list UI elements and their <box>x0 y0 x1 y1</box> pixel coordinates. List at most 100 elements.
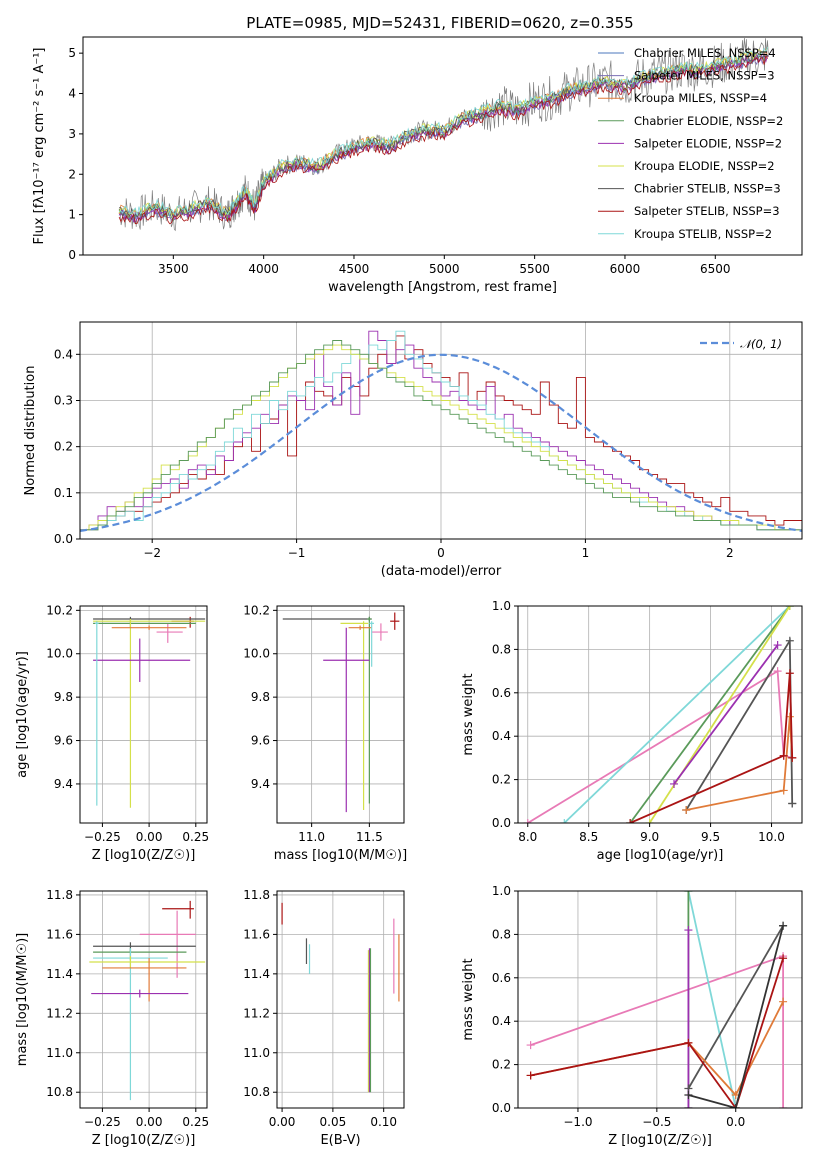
y-tick-label: 0.2 <box>492 1058 511 1072</box>
y-tick-label: 9.4 <box>54 777 73 791</box>
weight-point <box>779 786 788 795</box>
x-tick-label: 5000 <box>429 262 460 276</box>
x-tick-label: 0.0 <box>726 1115 745 1129</box>
weight-point <box>526 1071 535 1080</box>
weight-line <box>686 716 794 811</box>
y-tick-label: 0.0 <box>54 532 73 546</box>
panel-mass-vs-extinction: 0.00 0.05 0.10 10.8 11.0 11.2 11.4 11.6 11.8 E(B-… <box>243 888 405 1148</box>
plot-area <box>80 322 802 539</box>
panel-age-vs-metallicity: −0.25 0.00 0.25 9.4 9.6 9.8 10.0 10.2 Z [log10(Z… <box>15 603 209 863</box>
y-tick-label: 9.4 <box>251 777 270 791</box>
y-tick-label: 11.6 <box>243 927 270 941</box>
y-tick-label: 4 <box>68 87 76 101</box>
weight-line <box>527 669 793 823</box>
x-tick-label: 3500 <box>158 262 189 276</box>
legend-label: Kroupa ELODIE, NSSP=2 <box>634 159 775 173</box>
legend-label: Chabrier ELODIE, NSSP=2 <box>634 114 783 128</box>
y-axis-label: mass weight <box>461 673 476 755</box>
y-tick-label: 11.2 <box>243 1006 270 1020</box>
x-tick-label: 11.0 <box>298 830 325 844</box>
weight-point <box>773 667 782 676</box>
weight-point <box>785 669 794 678</box>
x-tick-label: 9.0 <box>640 830 659 844</box>
axes-frame <box>82 36 803 256</box>
weight-point <box>785 636 794 645</box>
y-tick-label: 3 <box>68 127 76 141</box>
y-tick-label: 0.0 <box>492 816 511 830</box>
weight-point <box>779 751 788 760</box>
y-tick-label: 10.2 <box>243 603 270 617</box>
x-tick-label: 2 <box>726 546 734 560</box>
x-axis-label: Z [log10(Z/Z☉)] <box>92 1133 196 1148</box>
y-axis-label: age [log10(age/yr)] <box>15 651 30 778</box>
x-tick-label: 8.0 <box>518 830 537 844</box>
histogram-steps <box>80 330 802 539</box>
plot-area <box>80 606 207 823</box>
x-tick-label: 6500 <box>700 262 731 276</box>
x-axis-label: wavelength [Angstrom, rest frame] <box>328 280 557 295</box>
plot-area <box>118 37 769 232</box>
weight-point <box>779 921 788 930</box>
spectrum-legend: Chabrier MILES, NSSP=4 Salpeter MILES, NS… <box>598 46 783 241</box>
y-tick-label: 10.8 <box>243 1085 270 1099</box>
weight-point <box>684 1038 693 1047</box>
model-spectrum-line <box>118 46 769 217</box>
weight-point <box>526 1041 535 1050</box>
plots-layer: Chabrier MILES, NSSP=4 Salpeter MILES, NS… <box>15 36 803 1148</box>
axes-frame <box>517 890 803 1109</box>
y-tick-label: 0.4 <box>492 1014 511 1028</box>
weight-point <box>645 819 654 823</box>
x-tick-label: 6000 <box>610 262 641 276</box>
model-spectrum-line <box>118 55 769 225</box>
weight-point <box>670 779 679 788</box>
x-axis-label: mass [log10(M/M☉)] <box>274 848 407 863</box>
y-tick-label: 10.0 <box>46 647 73 661</box>
x-axis-label: age [log10(age/yr)] <box>597 848 724 863</box>
y-tick-label: 0.4 <box>492 729 511 743</box>
y-tick-label: 0.4 <box>54 347 73 361</box>
y-axis-label: mass [log10(M/M☉)] <box>15 933 30 1066</box>
x-tick-label: 8.5 <box>579 830 598 844</box>
y-tick-label: 0.2 <box>492 773 511 787</box>
axes-frame <box>79 890 208 1109</box>
residuals-legend: 𝒩(0, 1) <box>700 337 782 351</box>
legend-label: Salpeter STELIB, NSSP=3 <box>634 204 780 218</box>
y-tick-label: 11.6 <box>46 927 73 941</box>
y-tick-label: 0.0 <box>492 1101 511 1115</box>
x-axis-label: Z [log10(Z/Z☉)] <box>608 1133 712 1148</box>
y-tick-label: 1.0 <box>492 884 511 898</box>
x-tick-label: 0.05 <box>320 1115 347 1129</box>
y-tick-label: 9.6 <box>54 734 73 748</box>
legend-label: Salpeter ELODIE, NSSP=2 <box>634 136 782 150</box>
weight-point <box>682 805 691 814</box>
y-tick-label: 2 <box>68 167 76 181</box>
y-tick-label: 0.8 <box>492 642 511 656</box>
y-tick-label: 11.8 <box>243 888 270 902</box>
y-tick-label: 1 <box>68 208 76 222</box>
y-tick-label: 0.8 <box>492 927 511 941</box>
y-tick-label: 11.8 <box>46 888 73 902</box>
y-tick-label: 11.2 <box>46 1006 73 1020</box>
weight-point <box>788 753 797 762</box>
y-tick-label: 9.8 <box>54 690 73 704</box>
x-axis-label: E(B-V) <box>320 1133 360 1148</box>
y-tick-label: 10.8 <box>46 1085 73 1099</box>
weight-point <box>779 997 788 1006</box>
y-axis-label: mass weight <box>461 958 476 1040</box>
weight-point <box>684 926 693 935</box>
gaussian-curve <box>80 353 802 532</box>
weight-point <box>788 799 797 808</box>
weight-line <box>563 606 791 823</box>
y-tick-label: 0.6 <box>492 686 511 700</box>
weight-point <box>626 819 635 823</box>
legend-label: 𝒩(0, 1) <box>740 337 782 351</box>
x-tick-label: 0.00 <box>136 830 163 844</box>
y-tick-label: 9.8 <box>251 690 270 704</box>
x-tick-label: 10.0 <box>758 830 785 844</box>
x-tick-label: 4500 <box>339 262 370 276</box>
weight-point <box>773 641 782 650</box>
x-tick-label: −0.25 <box>84 830 121 844</box>
x-tick-label: 0.25 <box>182 830 209 844</box>
weight-line <box>673 644 779 785</box>
plot-area <box>518 891 802 1108</box>
